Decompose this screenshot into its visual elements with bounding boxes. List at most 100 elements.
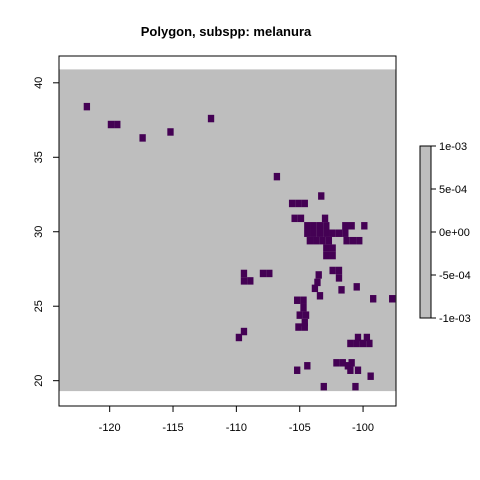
raster-cell (301, 323, 308, 331)
raster-cell (273, 172, 281, 181)
raster-cell (329, 244, 336, 252)
legend-tick-label: -5e-04 (439, 270, 471, 282)
raster-cell (344, 362, 352, 370)
y-tick-label: 40 (33, 77, 45, 89)
raster-cell (167, 128, 174, 136)
legend-tick-label: -1e-03 (439, 313, 471, 325)
raster-cell (319, 236, 326, 245)
raster-cell (295, 199, 302, 208)
legend-tick-label: 5e-04 (439, 184, 467, 196)
raster-cell (329, 266, 336, 275)
raster-cell (323, 244, 330, 252)
raster-cell (329, 229, 336, 237)
raster-cell (296, 311, 303, 319)
raster-cell (347, 366, 354, 374)
raster-cell (114, 120, 121, 129)
x-tick-label: -115 (162, 422, 183, 434)
raster-cell (363, 333, 371, 342)
raster-cell (333, 359, 340, 367)
raster-cell (107, 120, 115, 129)
legend-tick-label: 0e+00 (439, 227, 470, 239)
raster-cell (139, 134, 146, 142)
raster-cell (315, 271, 322, 279)
legend-bar (419, 145, 432, 319)
raster-cell (316, 292, 324, 300)
raster-cell (389, 295, 396, 303)
raster-cell (247, 277, 254, 285)
x-tick-label: -110 (226, 422, 247, 434)
x-tick-label: -100 (352, 422, 374, 434)
raster-cell (310, 222, 317, 230)
raster-cell (235, 333, 243, 342)
raster-cell (288, 199, 296, 208)
raster-cell (240, 269, 248, 278)
raster-cell (353, 283, 360, 291)
legend: 1e-03 5e-04 0e+00 -5e-04 -1e-03 (419, 141, 471, 325)
raster-cell (320, 382, 327, 391)
raster-cell (343, 236, 350, 245)
raster-cell (356, 236, 363, 245)
raster-cell (335, 274, 343, 282)
raster-cell (342, 229, 349, 237)
plot-area (59, 69, 396, 392)
raster-cell (259, 269, 267, 278)
raster-cell (304, 222, 311, 230)
raster-cell (316, 229, 324, 237)
raster-cell (338, 286, 345, 294)
raster-cell (266, 269, 273, 278)
axes: -120 -115 -110 -105 -100 20 25 30 35 40 (33, 55, 397, 434)
raster-cell (240, 277, 248, 285)
raster-cell (291, 214, 298, 223)
plot-frame (58, 55, 397, 407)
raster-cell (294, 296, 301, 304)
raster-cell (354, 333, 362, 342)
raster-cell (361, 222, 368, 230)
y-tick-label: 30 (33, 226, 45, 238)
raster-cell (342, 222, 349, 230)
raster-cell (306, 236, 314, 245)
raster-cell (323, 251, 330, 260)
legend-tick-label: 1e-03 (439, 141, 467, 153)
raster-cell (323, 222, 330, 230)
x-tick-label: -120 (99, 422, 121, 434)
raster-cell (294, 366, 301, 374)
raster-cell (323, 229, 330, 237)
raster-cell (302, 311, 310, 319)
x-tick-label: -105 (289, 422, 311, 434)
raster-cell (352, 382, 359, 391)
raster-cell (347, 339, 354, 348)
raster-cell (311, 284, 319, 293)
raster-cell (313, 236, 320, 245)
raster-cell (321, 214, 329, 223)
raster-cell (325, 236, 333, 245)
raster-cell (348, 359, 355, 367)
raster-cell (300, 303, 307, 312)
raster-cell (353, 339, 360, 348)
raster-cell (367, 372, 374, 380)
raster-cell (359, 339, 367, 348)
raster-cell (83, 102, 91, 111)
chart-title: Polygon, subspp: melanura (141, 24, 312, 39)
raster-cell (304, 362, 311, 370)
raster-cell (301, 199, 308, 208)
raster-cell (207, 114, 215, 123)
raster-cell (366, 339, 373, 348)
raster-cell (349, 236, 357, 245)
raster-cell (314, 278, 321, 287)
y-tick-label: 25 (33, 300, 45, 312)
raster-cell (354, 366, 362, 374)
raster-cell (300, 296, 307, 304)
raster-cell (339, 359, 346, 367)
raster-cell (335, 266, 343, 275)
raster-cell (301, 318, 308, 327)
raster-cell (297, 214, 305, 223)
y-tick-label: 20 (33, 375, 45, 387)
raster-cell (310, 229, 317, 237)
raster-cell (316, 222, 324, 230)
raster-cell (318, 192, 325, 200)
raster-cell (329, 251, 336, 260)
raster-cell (335, 229, 343, 237)
raster-cell (240, 327, 248, 336)
raster-cell (348, 222, 355, 230)
